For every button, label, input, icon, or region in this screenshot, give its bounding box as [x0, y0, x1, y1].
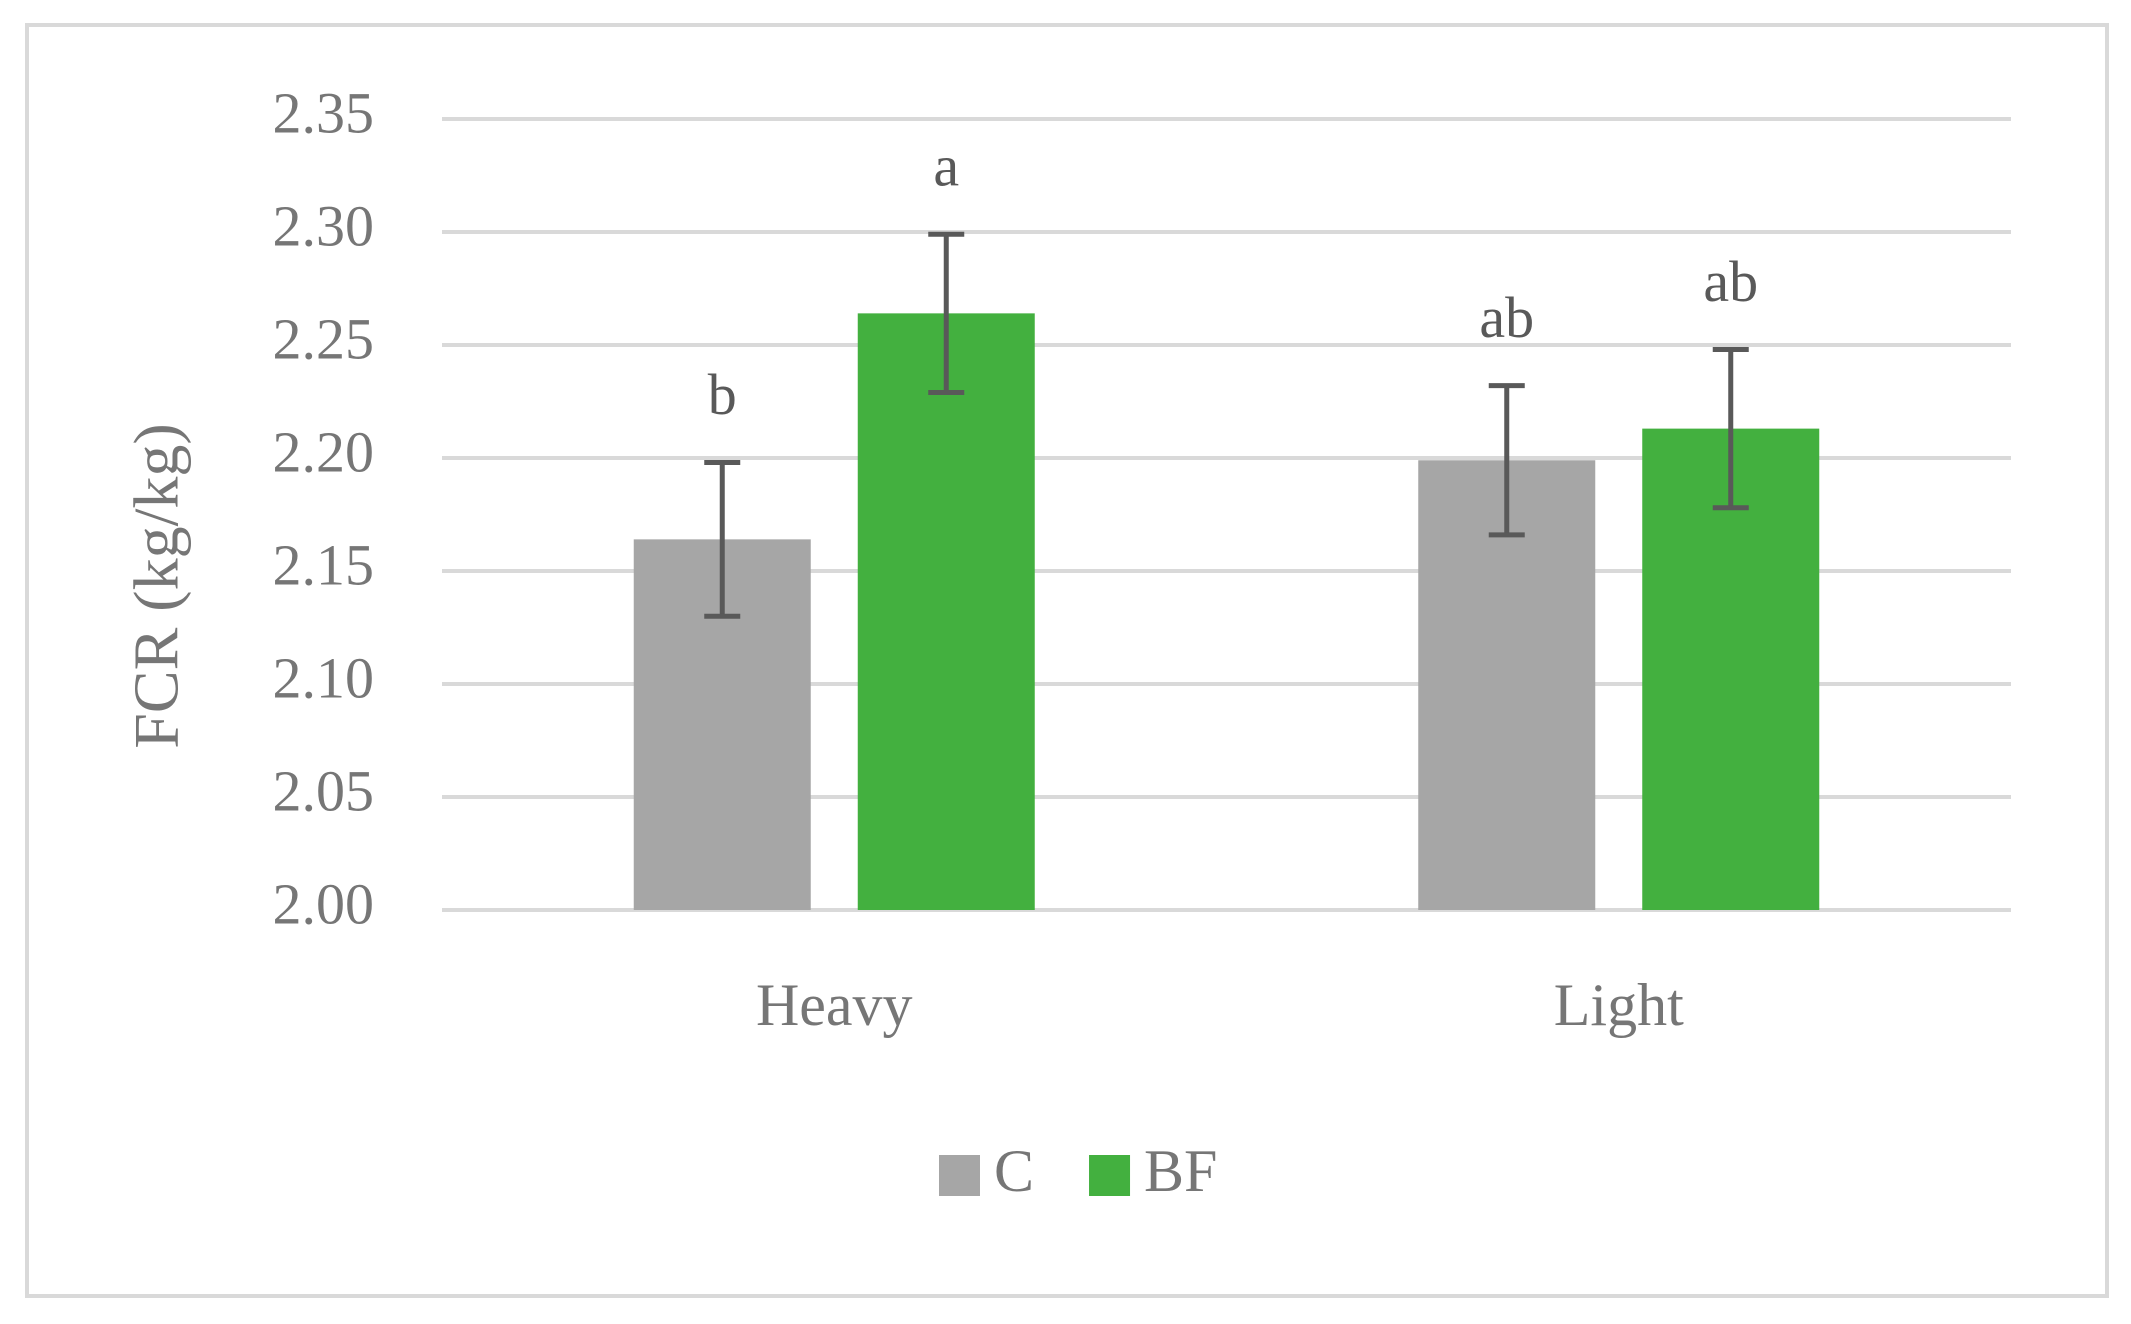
y-tick-label: 2.00	[273, 871, 375, 936]
legend-label: C	[994, 1138, 1034, 1204]
y-tick-label: 2.15	[273, 532, 375, 597]
y-tick-label: 2.20	[273, 419, 375, 484]
y-tick-label: 2.35	[273, 80, 375, 145]
legend-label: BF	[1144, 1138, 1217, 1204]
significance-letter: ab	[1479, 285, 1534, 350]
significance-letter: ab	[1703, 249, 1758, 314]
y-axis-title: FCR (kg/kg)	[121, 423, 192, 748]
y-tick-label: 2.25	[273, 306, 375, 371]
legend-swatch	[939, 1155, 980, 1196]
significance-letter: b	[708, 362, 737, 427]
bar	[857, 313, 1035, 910]
y-tick-label: 2.30	[273, 193, 375, 258]
legend-swatch	[1089, 1155, 1131, 1196]
y-tick-label: 2.05	[273, 758, 375, 823]
y-tick-label: 2.10	[273, 645, 375, 710]
significance-letter: a	[933, 134, 959, 199]
x-tick-label: Heavy	[756, 972, 913, 1038]
x-tick-label: Light	[1554, 972, 1684, 1038]
